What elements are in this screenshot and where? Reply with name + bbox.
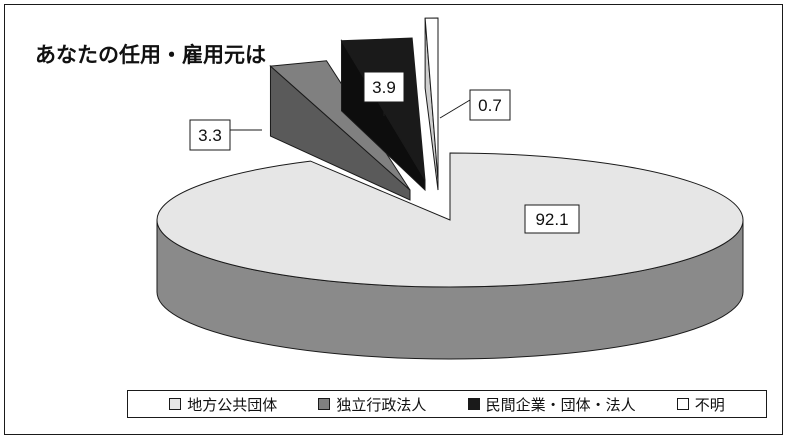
legend-label-independent-agency: 独立行政法人: [336, 395, 427, 414]
legend-item-local-government: 地方公共団体: [169, 394, 277, 415]
legend-label-unknown: 不明: [694, 395, 725, 414]
data-label-unknown: 0.7: [439, 89, 511, 121]
legend-swatch-private-company: [467, 398, 480, 410]
legend-label-local-government: 地方公共団体: [187, 395, 278, 414]
data-label-private-company: 3.9: [363, 71, 405, 116]
legend-swatch-local-government: [169, 398, 182, 410]
svg-text:92.1: 92.1: [535, 210, 568, 229]
pie-slice-unknown: [424, 17, 439, 191]
data-label-local-government: 92.1: [524, 204, 580, 234]
svg-text:0.7: 0.7: [478, 96, 502, 115]
legend-item-private-company: 民間企業・団体・法人: [467, 394, 636, 415]
svg-text:3.9: 3.9: [372, 78, 396, 97]
chart-legend: 地方公共団体 独立行政法人 民間企業・団体・法人 不明: [127, 390, 767, 418]
pie-slice-top-unknown: [424, 17, 439, 181]
legend-label-private-company: 民間企業・団体・法人: [485, 395, 636, 414]
data-label-independent-agency: 3.3: [189, 119, 262, 151]
pie-slice-local-government: [156, 152, 744, 360]
pie-slice-independent-agency: [269, 60, 411, 201]
legend-item-unknown: 不明: [676, 394, 725, 415]
pie-slice-top-local-government: [156, 152, 744, 288]
legend-swatch-independent-agency: [318, 398, 331, 410]
legend-item-independent-agency: 独立行政法人: [318, 394, 426, 415]
legend-swatch-unknown: [676, 398, 689, 410]
chart-title: あなたの任用・雇用元は: [35, 43, 266, 67]
svg-text:3.3: 3.3: [198, 126, 222, 145]
